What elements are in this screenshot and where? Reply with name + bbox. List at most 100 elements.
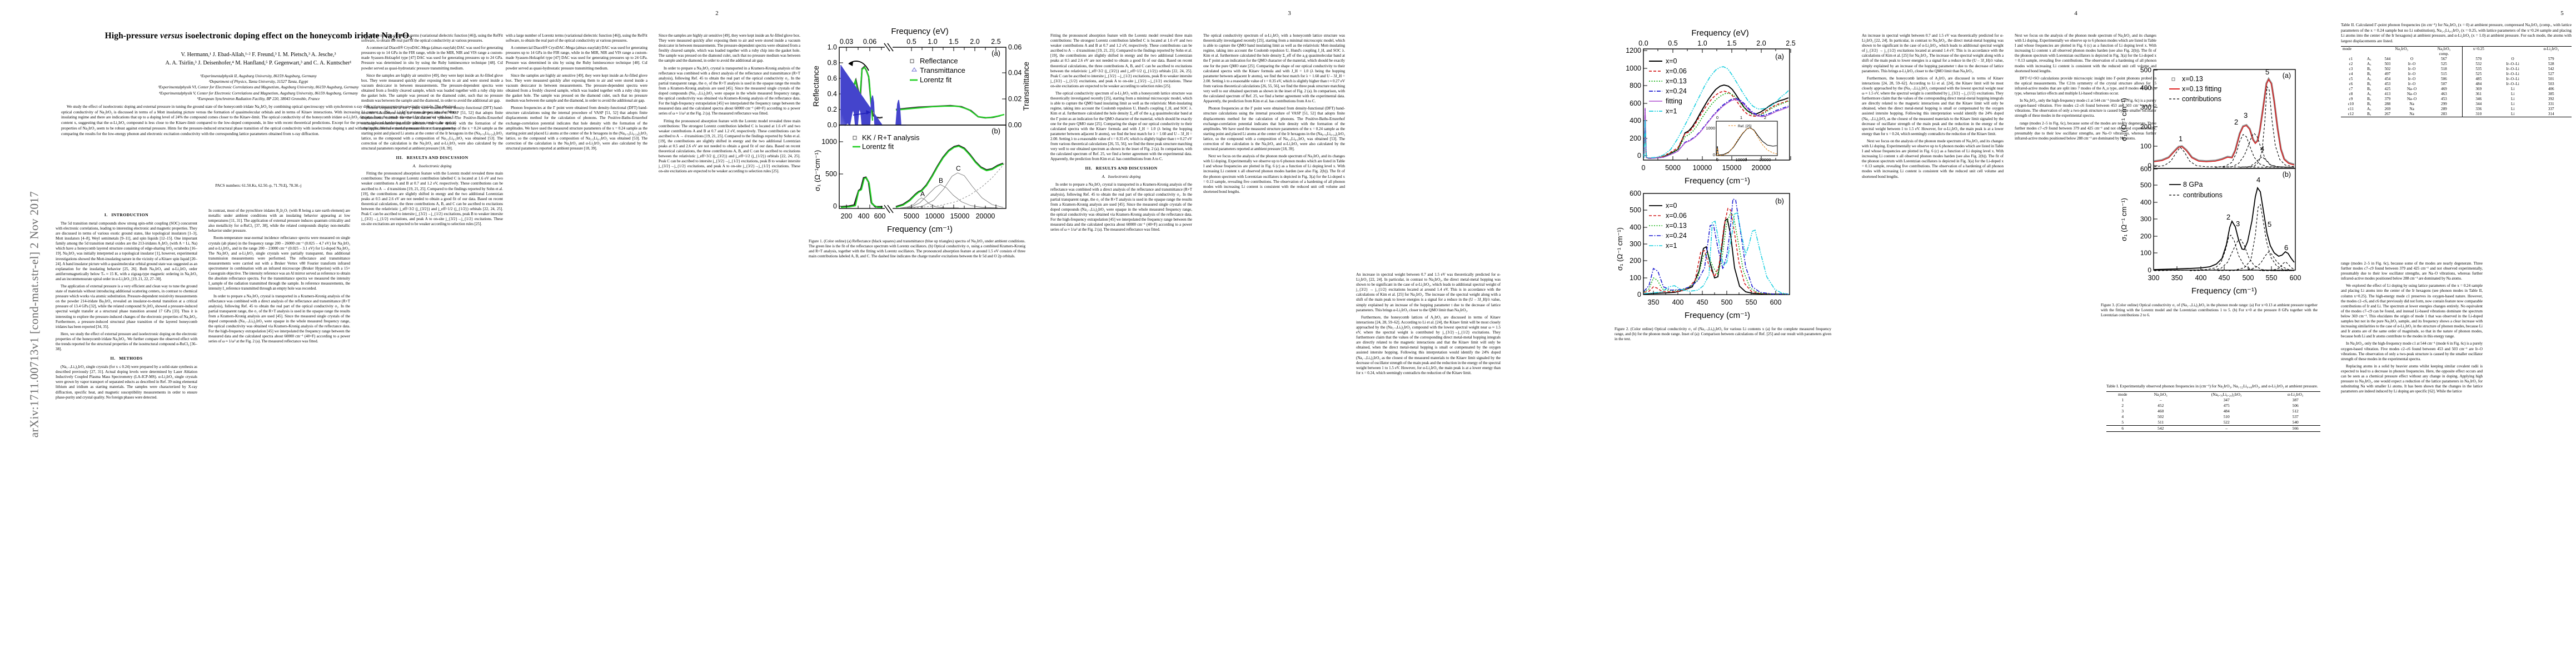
svg-text:100: 100 xyxy=(2140,249,2151,257)
fig2-panel-b-bottom-ticklabels: 350 400 450 500 550 600 xyxy=(1648,298,1782,306)
fig1-charge-transfer-dashed xyxy=(900,162,1005,208)
svg-text:200: 200 xyxy=(841,212,853,220)
svg-text:0: 0 xyxy=(833,202,837,210)
svg-text:0.04: 0.04 xyxy=(1008,69,1022,77)
svg-text:15000: 15000 xyxy=(950,212,970,220)
fig3a-contribution-3 xyxy=(2223,133,2295,168)
fig1-bottom-axis-label: Frequency (cm⁻¹) xyxy=(887,225,953,234)
svg-text:2.0: 2.0 xyxy=(970,38,979,46)
table-2-subheader-blank1 xyxy=(2341,52,2378,57)
svg-text:2.5: 2.5 xyxy=(991,38,1000,46)
fig3a-data-points xyxy=(2154,77,2295,166)
table-row: c6 Bᵤ 453 Ir–O 507 484 Ir–O–Li 503 xyxy=(2341,81,2572,87)
fig2b-curve-x1 xyxy=(1643,212,1789,295)
svg-text:600: 600 xyxy=(2140,165,2151,173)
cell: 528 xyxy=(2548,62,2554,66)
fig3-panel-a-left-ticks xyxy=(2154,69,2158,166)
svg-text:0.03: 0.03 xyxy=(840,38,853,46)
cell: 267 xyxy=(2384,112,2391,116)
cell: O xyxy=(2410,57,2414,61)
table-1: Table I. Experimentally observed phonon … xyxy=(2106,384,2320,432)
cell: 288 xyxy=(2384,102,2391,106)
cell: 507 xyxy=(2440,82,2447,86)
legend-label-fitting: fitting xyxy=(1666,97,1682,105)
cell: Na–O xyxy=(2406,97,2417,101)
cell: Ir–O xyxy=(2408,72,2416,76)
legend-label-b-x1: x=1 xyxy=(1666,242,1677,250)
table-row: mode Na₂IrO₃ Na₂IrO₃ x=0.25 α-Li₂IrO₃ xyxy=(2341,46,2572,52)
table-row: 6 542 – 566 xyxy=(2106,425,2320,432)
fig1-top-ticks: 0.03 0.06 0.5 1.0 1.5 2.0 2.5 xyxy=(840,38,1001,46)
cell: 484 xyxy=(2223,409,2230,414)
svg-text:0: 0 xyxy=(2148,162,2151,170)
svg-text:0.02: 0.02 xyxy=(1008,95,1022,103)
paragraph: The application of external pressure is … xyxy=(56,283,197,329)
cell: 484 xyxy=(2462,81,2495,87)
paragraph: The optical conductivity spectrum of α-L… xyxy=(1203,33,1345,104)
paragraph: with a large number of Lorentz terms (va… xyxy=(361,33,503,43)
legend-label-b-x0: x=0 xyxy=(1666,202,1677,210)
cell: 4 xyxy=(2121,414,2124,420)
paragraph: Phonon frequencies at the Γ point were o… xyxy=(361,106,503,151)
cell: c12 xyxy=(2348,112,2354,116)
pacs-line: PACS numbers: 61.50.Ks, 62.50.-p, 71.70.… xyxy=(215,183,302,188)
table-2: Table II. Calculated Γ-point phonon freq… xyxy=(2341,22,2572,117)
svg-text:500: 500 xyxy=(2243,274,2254,282)
table-row: c9 Bᵤ 379 Na–O 453 346 Li 392 xyxy=(2341,96,2572,102)
figure-3: 0 100 200 300 400 500 σ₁ (Ω⁻¹ cm⁻¹) (a) 1 2 … xyxy=(2101,67,2329,489)
cell: Li xyxy=(2510,92,2515,96)
fig1-top-minor-ticks xyxy=(846,47,996,51)
fig2-top-ticks: 0.0 0.5 1.0 1.5 2.0 2.5 xyxy=(1638,39,1795,47)
cell: 369 xyxy=(2462,86,2495,92)
cell: Na xyxy=(2409,107,2414,111)
fig3-bottom-ticks xyxy=(2153,266,2296,270)
cell: 5 xyxy=(2121,420,2124,425)
table-row: 2 452 475 506 xyxy=(2106,403,2320,409)
cell: 283 xyxy=(2440,112,2447,116)
svg-text:400: 400 xyxy=(1672,298,1684,306)
svg-text:600: 600 xyxy=(874,212,886,220)
abstract: We study the effect of isoelectronic dop… xyxy=(61,104,456,137)
fig1-axis-break-top xyxy=(884,43,894,52)
cell: 346 xyxy=(2462,96,2495,102)
fig2-inset-ylabels: 0 1000 xyxy=(1706,126,1715,157)
cell: Na xyxy=(2409,112,2414,116)
fig1-panel-b-frame xyxy=(839,125,1007,209)
page-5: 5 Table II. Calculated Γ-point phonon fr… xyxy=(2334,0,2576,667)
legend-marker-x013 xyxy=(2171,77,2175,81)
fig2a-curve-x024 xyxy=(1643,98,1789,159)
fig2-panel-a-bottom-ticks xyxy=(1643,156,1791,160)
page1-column-1: I. INTRODUCTION The 5d transition metal … xyxy=(56,208,197,653)
affiliation-2: ²Department of Physics, Tanta University… xyxy=(208,79,308,84)
fig3a-contribution-2 xyxy=(2215,134,2295,168)
svg-text:0.8: 0.8 xyxy=(828,59,837,67)
fig1-transmittance-arrow xyxy=(853,112,869,116)
table-1-header-doped: (Na₀.₇₆Li₀.₂₄)₂IrO₃ xyxy=(2211,392,2242,397)
fig3-panel-a-left-ticklabels: 0 100 200 300 400 500 xyxy=(2140,67,2151,170)
cell: 2 xyxy=(2121,403,2124,409)
fig3a-contribution-5 xyxy=(2246,86,2295,168)
table-2-subheader-blank5 xyxy=(2531,52,2572,57)
cell: Aᵤ xyxy=(2366,92,2371,96)
page5-column-1: range (modes 2–5 in Fig. 6c), because so… xyxy=(2341,261,2483,661)
cell: 579 xyxy=(2548,57,2554,61)
cell: Bᵤ xyxy=(2367,87,2371,91)
legend-label-b-x024: x=0.24 xyxy=(1666,232,1687,240)
figure-1-caption: Figure 1. (Color online) (a) Reflectance… xyxy=(809,239,1025,259)
svg-text:1.0: 1.0 xyxy=(1697,39,1707,47)
cell: 567 xyxy=(2440,57,2447,61)
table-row: c10 Bᵤ 288 Na 299 344 Li 331 xyxy=(2341,101,2572,107)
svg-text:2: 2 xyxy=(1764,115,1766,120)
paragraph: with a large number of Lorentz terms (va… xyxy=(506,33,647,43)
svg-text:0.06: 0.06 xyxy=(863,38,876,46)
legend-label-x1: x=1 xyxy=(1666,107,1677,115)
table-2-body: c1 Aᵤ 544 O 567 570 O 579 c2 Aᵤ 503 Ir–O 525 532 Ir–O… xyxy=(2341,56,2572,117)
cell: 506 xyxy=(2440,77,2447,81)
cell: 336 xyxy=(2462,106,2495,112)
figure-1: Frequency (eV) 0.03 0.06 0.5 1.0 1.5 2.0 2.5 xyxy=(809,25,1031,264)
cell: Li xyxy=(2510,102,2515,106)
paragraph: An increase in spectral weight between 0… xyxy=(1356,272,1501,312)
fig3b-contribution-6 xyxy=(2261,261,2295,271)
fig3-panel-a-frame xyxy=(2153,69,2296,169)
